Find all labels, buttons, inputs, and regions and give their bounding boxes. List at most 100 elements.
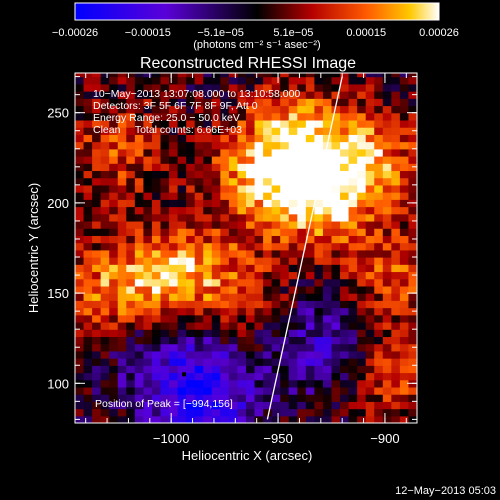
heatmap-cell [134,336,144,345]
heatmap-cell [220,271,230,280]
heatmap-cell [365,105,375,114]
heatmap-cell [117,170,127,179]
heatmap-cell [263,300,273,309]
heatmap-cell [134,249,144,258]
heatmap-cell [143,155,153,164]
heatmap-cell [83,300,93,309]
heatmap-cell [382,163,392,172]
heatmap-cell [391,105,401,114]
heatmap-cell [177,264,187,273]
heatmap-cell [314,271,324,280]
heatmap-cell [399,242,410,251]
heatmap-cell [203,127,213,135]
heatmap-cell [220,141,230,150]
heatmap-cell [331,141,341,150]
heatmap-cell [100,386,110,395]
heatmap-cell [322,350,333,359]
heatmap-cell [126,83,136,92]
heatmap-cell [228,415,239,423]
heatmap-cell [109,228,119,236]
heatmap-cell [305,134,315,143]
heatmap-cell [220,76,230,85]
heatmap-cell [194,285,204,294]
heatmap-cell [151,163,162,172]
heatmap-cell [143,206,153,215]
heatmap-cell [391,163,401,172]
heatmap-cell [92,249,102,258]
heatmap-cell [126,76,136,85]
heatmap-cell [348,271,358,280]
heatmap-cell [194,134,204,143]
heatmap-cell [160,408,170,417]
heatmap-cell [399,278,410,287]
heatmap-cell [297,358,307,366]
heatmap-cell [237,235,247,244]
heatmap-cell [246,365,256,374]
heatmap-cell [177,257,187,265]
heatmap-cell [254,184,264,193]
heatmap-cell [160,300,170,309]
heatmap-cell [263,386,273,395]
heatmap-cell [263,206,273,215]
heatmap-cell [305,336,315,345]
heatmap-cell [357,379,367,388]
heatmap-cell [100,408,110,417]
heatmap-cell [365,163,375,172]
heatmap-cell [271,112,281,121]
heatmap-cell [143,213,153,222]
heatmap-cell [100,170,110,179]
heatmap-cell [211,91,221,99]
heatmap-cell [92,350,102,359]
heatmap-cell [100,192,110,200]
heatmap-cell [340,321,350,330]
heatmap-cell [117,91,127,99]
heatmap-cell [211,155,221,164]
heatmap-cell [305,314,315,323]
heatmap-cell [151,83,162,92]
heatmap-cell [160,257,170,265]
heatmap-cell [322,336,333,345]
heatmap-cell [391,83,401,92]
heatmap-cell [357,192,367,200]
heatmap-cell [194,220,204,229]
heatmap-cell [237,358,247,366]
heatmap-cell [271,329,281,338]
heatmap-cell [203,336,213,345]
colorbar-tick-label: 0.00026 [419,27,459,39]
heatmap-cell [117,119,127,128]
heatmap-cell [228,127,239,135]
heatmap-cell [357,394,367,402]
heatmap-cell [211,199,221,208]
heatmap-cell [305,285,315,294]
heatmap-cell [143,300,153,309]
heatmap-cell [340,358,350,366]
heatmap-cell [177,155,187,164]
heatmap-cell [340,91,350,99]
heatmap-cell [75,394,85,402]
heatmap-cell [169,285,179,294]
heatmap-cell [211,293,221,301]
heatmap-cell [92,83,102,92]
heatmap-cell [365,386,375,395]
heatmap-cell [92,192,102,200]
heatmap-cell [151,394,162,402]
heatmap-cell [365,83,375,92]
heatmap-cell [92,73,102,78]
heatmap-cell [143,199,153,208]
heatmap-cell [357,408,367,417]
heatmap-cell [331,408,341,417]
heatmap-cell [220,213,230,222]
heatmap-cell [228,321,239,330]
heatmap-cell [186,192,196,200]
heatmap-cell [280,141,290,150]
heatmap-cell [374,343,384,352]
annotation-energy: Energy Range: 25.0 − 50.0 keV [93,112,240,124]
heatmap-cell [160,206,170,215]
heatmap-cell [126,91,136,99]
heatmap-cell [246,199,256,208]
heatmap-cell [75,98,85,107]
heatmap-cell [151,329,162,338]
heatmap-cell [177,199,187,208]
heatmap-cell [331,148,341,157]
heatmap-cell [280,242,290,251]
